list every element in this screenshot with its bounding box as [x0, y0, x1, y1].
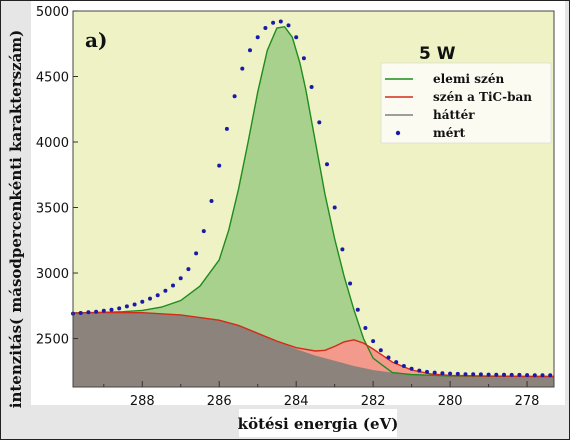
legend: elemi szén szén a TiC-ban háttér mért [380, 62, 552, 144]
point-mert [224, 126, 229, 131]
point-mert [332, 205, 337, 210]
point-mert [255, 35, 260, 40]
point-mert [502, 372, 506, 377]
point-mert [294, 35, 299, 40]
point-mert [140, 299, 145, 304]
legend-box [380, 62, 552, 144]
point-mert [463, 372, 468, 377]
area-hatter [73, 312, 554, 387]
point-mert [286, 23, 291, 28]
point-mert [278, 19, 283, 24]
point-mert [417, 368, 422, 373]
y-tick-label: 2500 [36, 333, 69, 348]
point-mert [248, 48, 252, 53]
point-mert [471, 372, 476, 377]
point-mert [301, 56, 306, 61]
point-mert [378, 348, 383, 353]
point-mert [486, 372, 491, 377]
point-mert [148, 296, 152, 301]
panel-label: a) [85, 28, 107, 52]
point-mert [548, 373, 553, 378]
point-mert [101, 308, 106, 313]
point-mert [124, 304, 129, 309]
point-mert [494, 372, 499, 377]
point-mert [478, 372, 483, 377]
x-axis-label: kötési energia (eV) [238, 415, 399, 433]
point-mert [355, 307, 360, 312]
point-mert [78, 311, 83, 315]
points-layer [71, 19, 553, 378]
point-mert [363, 326, 368, 330]
power-annotation: 5 W [419, 44, 456, 64]
point-mert [540, 373, 545, 378]
point-mert [509, 372, 514, 377]
point-mert [309, 85, 314, 89]
y-tick-label: 3000 [36, 267, 69, 282]
x-tick-label: 284 [284, 394, 309, 409]
point-mert [532, 373, 537, 378]
point-mert [94, 309, 99, 314]
point-mert [232, 94, 237, 99]
x-tick-label: 288 [130, 394, 155, 409]
legend-label-elemi-szen: elemi szén [433, 72, 504, 86]
point-mert [448, 371, 453, 376]
x-axis: 288 286 284 282 280 278 [103, 381, 540, 409]
line-elemi-szen [72, 25, 555, 378]
point-mert [432, 370, 437, 375]
y-tick-label: 5000 [36, 5, 69, 20]
legend-label-szen-tic: szén a TiC-ban [433, 90, 532, 104]
point-mert [240, 66, 245, 71]
point-mert [217, 163, 222, 168]
point-mert [425, 369, 429, 374]
y-tick-label: 4000 [36, 136, 69, 151]
point-mert [440, 371, 445, 376]
point-mert [371, 339, 376, 344]
point-mert [386, 355, 391, 360]
point-mert [263, 26, 268, 30]
point-mert [171, 283, 175, 288]
x-tick-label: 282 [361, 394, 386, 409]
point-mert [317, 120, 322, 125]
point-mert [155, 293, 160, 298]
legend-swatch-mert [395, 130, 401, 136]
point-mert [455, 371, 460, 376]
y-axis-label: intenzitás( másodpercenkénti karakterszá… [7, 30, 25, 409]
point-mert [201, 229, 206, 234]
point-mert [409, 366, 414, 371]
x-tick-label: 280 [438, 394, 463, 409]
point-mert [163, 288, 168, 293]
point-mert [117, 306, 122, 311]
y-tick-label: 4500 [36, 71, 69, 86]
x-axis-label-background [239, 409, 397, 437]
legend-label-hatter: háttér [433, 108, 475, 122]
legend-label-mert: mért [433, 126, 466, 140]
point-mert [186, 267, 191, 272]
plot-border [72, 10, 555, 388]
point-mert [525, 373, 530, 378]
point-mert [348, 281, 353, 286]
point-mert [194, 251, 199, 256]
y-tick-label: 3500 [36, 202, 69, 217]
point-mert [132, 302, 137, 307]
point-mert [401, 364, 406, 368]
area-elemi-szen [73, 26, 554, 387]
point-mert [517, 372, 522, 377]
x-tick-label: 286 [207, 394, 232, 409]
point-mert [86, 310, 91, 315]
x-tick-label: 278 [515, 394, 540, 409]
point-mert [109, 307, 114, 312]
point-mert [209, 199, 214, 203]
y-axis: 2500 3000 3500 4000 4500 5000 [36, 5, 78, 348]
point-mert [325, 162, 329, 167]
point-mert [340, 247, 345, 252]
point-mert [394, 360, 399, 365]
point-mert [178, 276, 183, 281]
fill-layer [73, 26, 554, 387]
point-mert [271, 20, 276, 25]
